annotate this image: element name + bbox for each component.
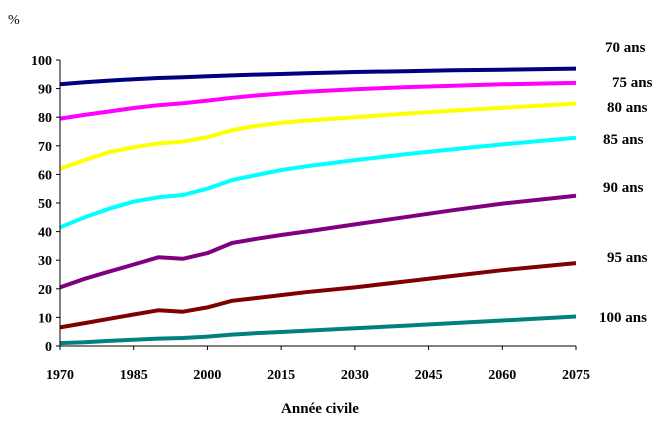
series-lines [59,66,577,346]
series-labels: 70 ans 75 ans 80 ans 85 ans 90 ans 95 ans 100 … [599,40,653,326]
x-tick-label: 2015 [267,368,295,383]
x-tick-label: 2075 [562,368,590,383]
x-tick-label: 2060 [488,368,516,383]
series-label: 95 ans [607,250,648,266]
y-tick-label: 70 [38,140,52,155]
series-label: 90 ans [603,180,644,196]
series-line [59,314,577,346]
y-tick-label: 90 [38,83,52,98]
series-line [59,66,577,87]
y-tick-label: 100 [31,54,52,69]
x-tick-label: 2045 [415,368,443,383]
series-label: 70 ans [605,40,646,56]
series-line [59,80,577,121]
x-tick-label: 1985 [120,368,148,383]
x-axis-title: Année civile [281,401,359,417]
y-axis-ticks: 0 10 20 30 40 50 60 70 80 90 100 [31,54,60,355]
y-tick-label: 40 [38,226,52,241]
series-label: 85 ans [603,132,644,148]
series-line [59,135,577,230]
series-label: 75 ans [612,75,653,91]
x-tick-label: 1970 [46,368,74,383]
y-tick-label: 60 [38,168,52,183]
series-line [59,261,577,330]
y-unit-label: % [8,13,20,28]
y-tick-label: 0 [45,340,52,355]
x-axis-ticks: 1970 1985 2000 2015 2030 2045 2060 2075 [46,346,590,383]
y-tick-label: 50 [38,197,52,212]
series-line [59,101,577,171]
series-label: 100 ans [599,310,647,326]
y-tick-label: 30 [38,254,52,269]
y-tick-label: 20 [38,283,52,298]
series-line [59,193,577,290]
x-tick-label: 2030 [341,368,369,383]
x-tick-label: 2000 [193,368,221,383]
y-tick-label: 10 [38,311,52,326]
y-tick-label: 80 [38,111,52,126]
series-label: 80 ans [607,100,648,116]
